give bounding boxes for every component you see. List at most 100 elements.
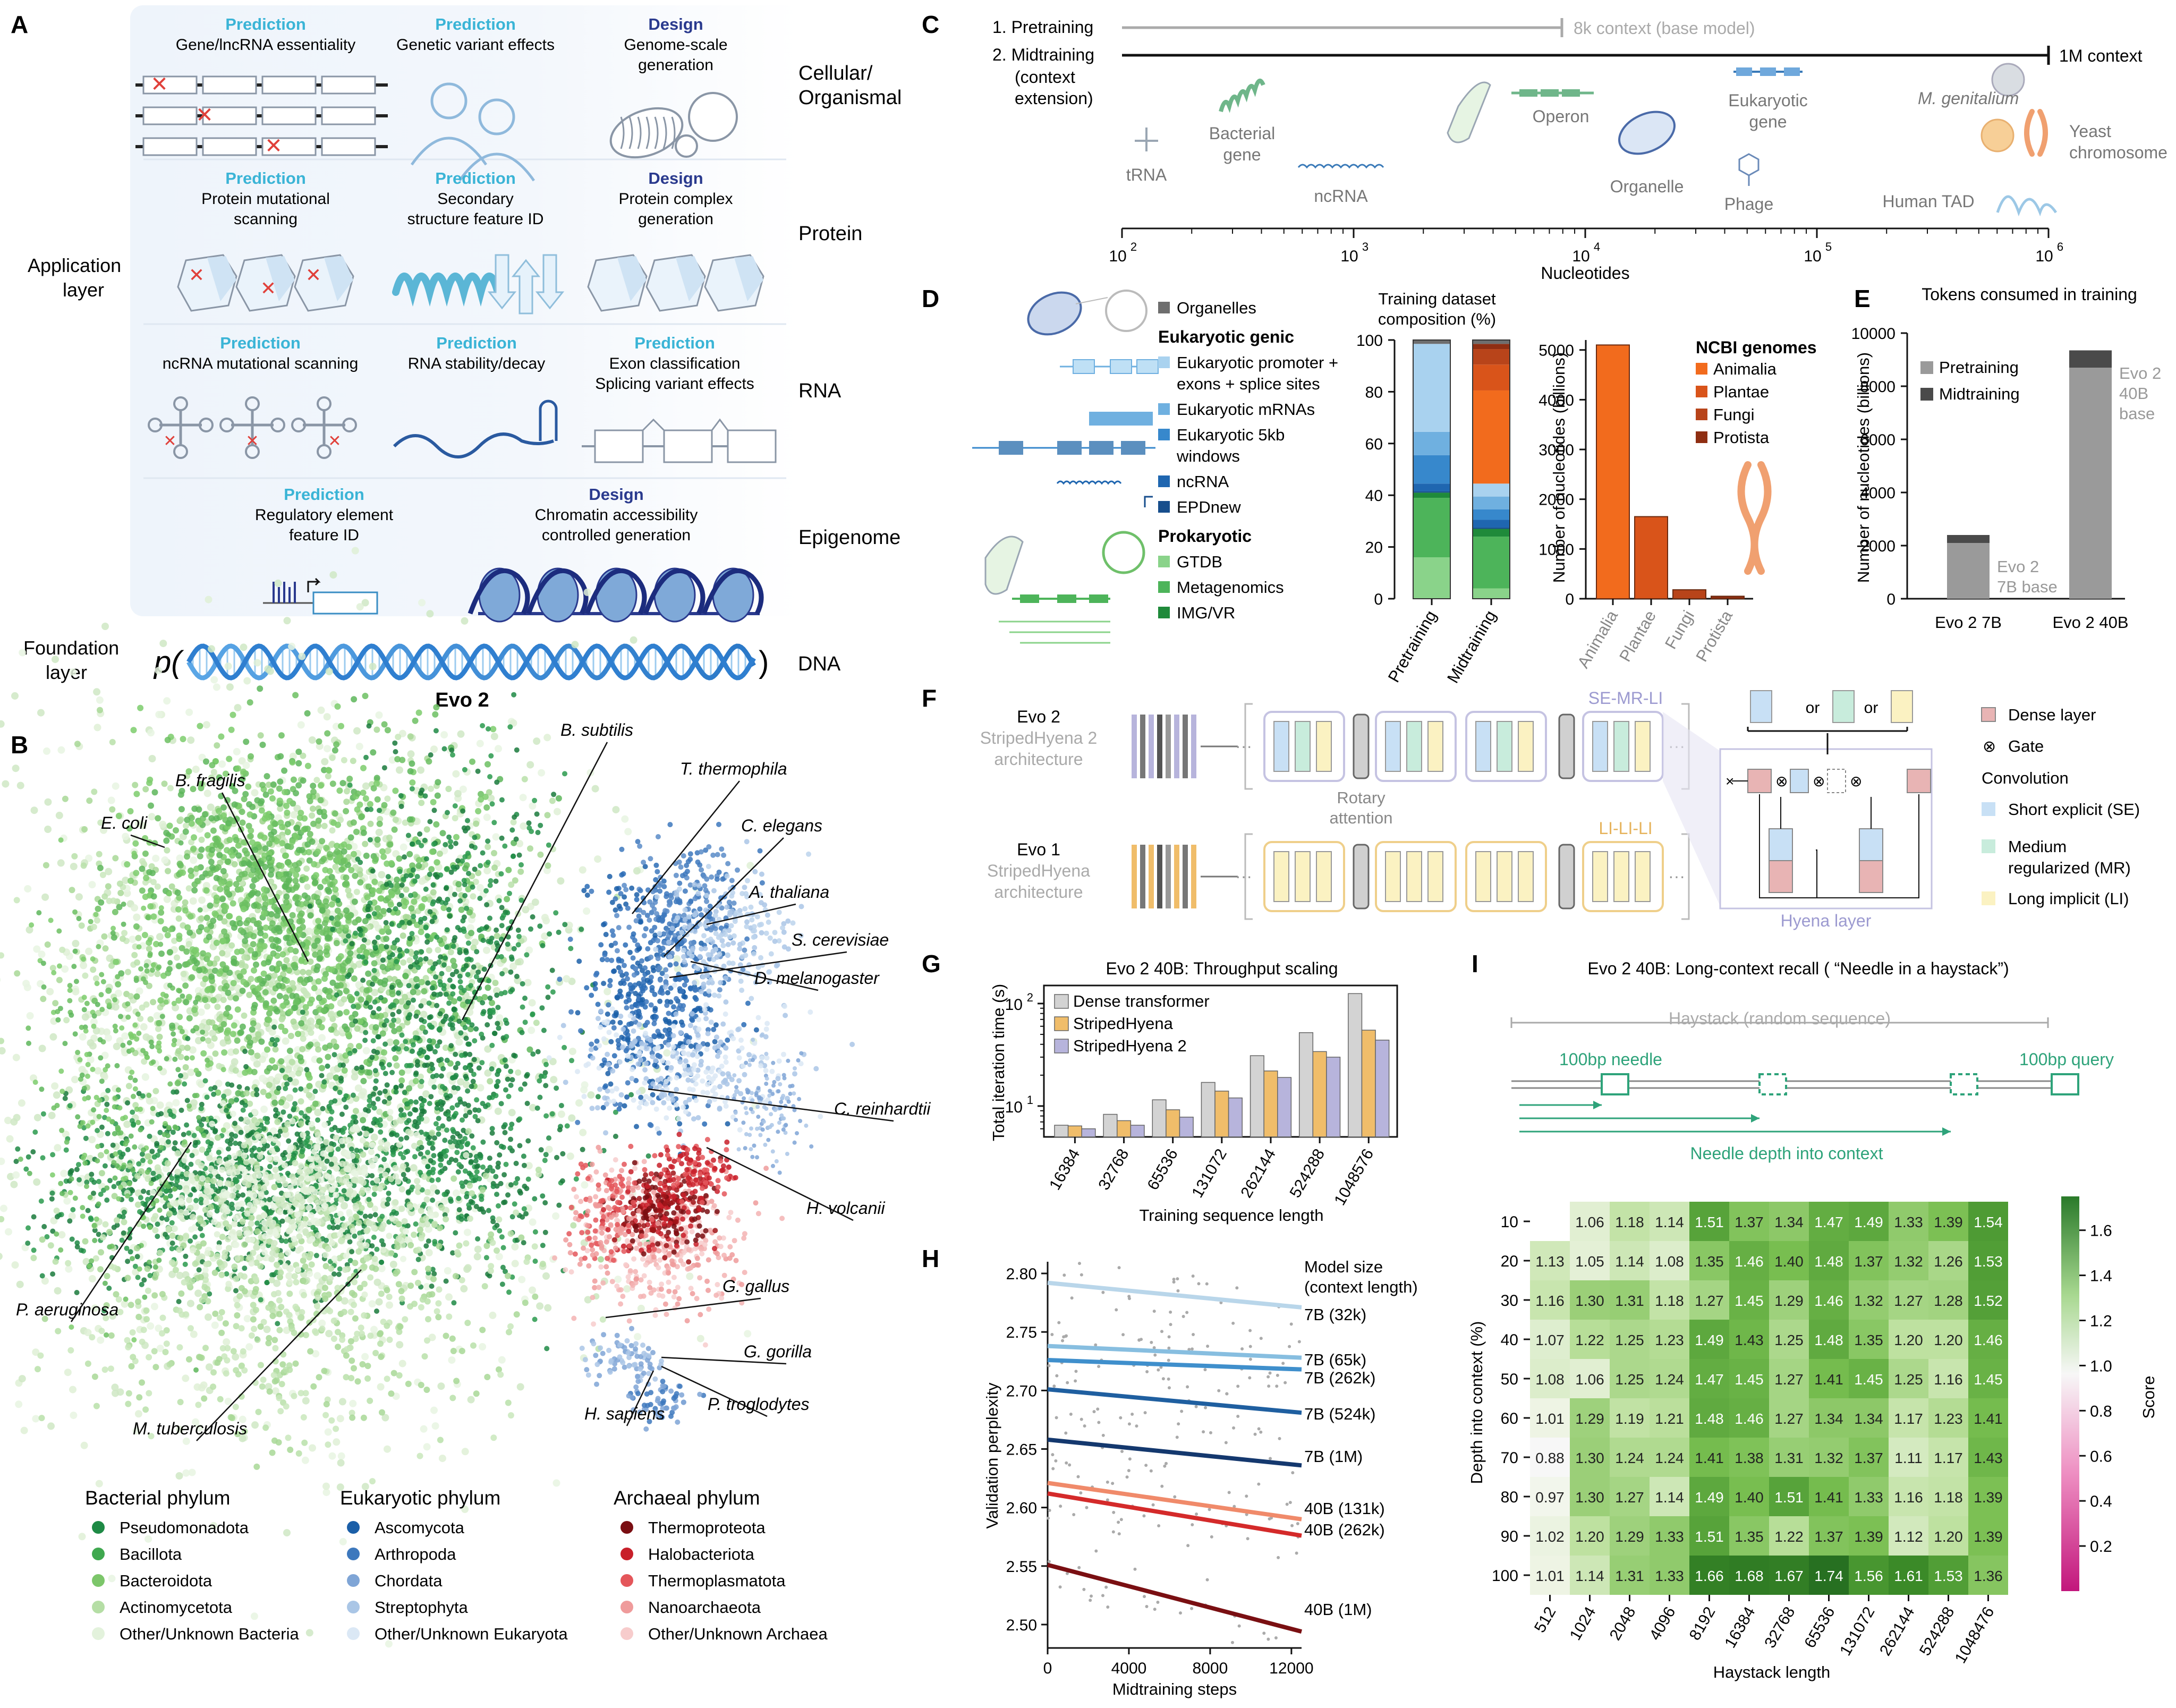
umap-point xyxy=(328,1026,335,1033)
app-item-label: structure feature ID xyxy=(407,210,544,228)
umap-point xyxy=(242,938,248,944)
umap-point xyxy=(353,931,358,936)
umap-point xyxy=(334,848,341,855)
app-item-label: Genome-scale xyxy=(624,36,727,54)
umap-point xyxy=(49,1033,57,1041)
umap-point xyxy=(463,1081,470,1089)
umap-point xyxy=(521,1153,526,1159)
umap-point xyxy=(357,879,363,886)
umap-point xyxy=(295,782,302,788)
umap-point xyxy=(463,1113,469,1118)
umap-point xyxy=(457,996,462,1001)
umap-point xyxy=(485,984,491,991)
foundation-layer-label-line2: layer xyxy=(46,661,87,683)
umap-point xyxy=(317,956,323,962)
umap-point xyxy=(430,985,435,991)
umap-point xyxy=(445,786,452,792)
umap-point xyxy=(327,851,333,857)
umap-point xyxy=(343,1009,350,1015)
umap-point xyxy=(244,1315,251,1322)
umap-point xyxy=(382,1023,387,1028)
umap-point xyxy=(282,1038,290,1045)
umap-point xyxy=(381,802,388,809)
umap-point xyxy=(86,797,92,804)
umap-point xyxy=(516,942,521,947)
umap-point xyxy=(63,1197,71,1205)
umap-point xyxy=(384,920,389,925)
umap-point xyxy=(198,915,205,922)
umap-point xyxy=(456,1162,462,1167)
umap-point xyxy=(511,1053,516,1058)
umap-point xyxy=(517,853,522,858)
umap-point xyxy=(91,1179,97,1185)
umap-point xyxy=(165,737,171,743)
umap-point xyxy=(565,1123,570,1128)
umap-point xyxy=(339,1398,346,1405)
umap-point xyxy=(284,617,291,624)
umap-point xyxy=(335,898,341,903)
umap-point xyxy=(142,1074,149,1081)
umap-point xyxy=(455,925,461,930)
umap-point xyxy=(374,775,380,781)
umap-point xyxy=(167,822,173,829)
umap-point xyxy=(517,869,524,875)
umap-point xyxy=(508,1069,513,1074)
umap-point xyxy=(128,993,134,999)
umap-point xyxy=(0,1205,7,1212)
umap-point xyxy=(530,1051,536,1057)
umap-point xyxy=(387,955,392,960)
umap-point xyxy=(697,1335,704,1342)
umap-point xyxy=(402,1090,407,1095)
umap-point xyxy=(346,933,351,939)
umap-point xyxy=(279,951,286,957)
umap-point xyxy=(546,843,551,848)
umap-point xyxy=(408,873,413,878)
umap-point xyxy=(343,938,348,944)
umap-point xyxy=(340,966,346,973)
umap-point xyxy=(462,882,468,887)
umap-point xyxy=(156,933,164,940)
umap-point xyxy=(109,739,116,745)
umap-point xyxy=(39,1199,44,1204)
umap-point xyxy=(211,1322,219,1329)
umap-point xyxy=(262,815,268,822)
umap-point xyxy=(233,748,241,755)
umap-point xyxy=(291,811,298,819)
umap-point xyxy=(220,1021,227,1027)
umap-point xyxy=(553,1480,560,1487)
umap-point xyxy=(495,1005,500,1010)
umap-point xyxy=(178,792,184,798)
umap-point xyxy=(373,727,380,733)
umap-point xyxy=(421,988,427,995)
umap-point xyxy=(147,729,155,736)
umap-point xyxy=(375,905,381,912)
umap-point xyxy=(451,944,456,949)
umap-point xyxy=(392,827,398,833)
umap-point xyxy=(464,957,470,962)
application-category-label: Protein xyxy=(798,223,862,245)
umap-point xyxy=(76,1177,82,1183)
umap-point xyxy=(458,907,465,913)
umap-point xyxy=(444,945,449,950)
umap-point xyxy=(504,1064,509,1069)
umap-point xyxy=(386,874,391,879)
umap-point xyxy=(505,867,512,873)
umap-point xyxy=(52,1000,58,1006)
umap-point xyxy=(182,1469,190,1477)
umap-point xyxy=(60,1170,67,1177)
umap-point xyxy=(449,870,454,875)
umap-point xyxy=(285,1066,292,1073)
umap-point xyxy=(390,810,396,816)
umap-point xyxy=(224,1030,230,1036)
umap-point xyxy=(372,999,378,1005)
umap-point xyxy=(232,801,238,808)
umap-point xyxy=(579,866,586,874)
umap-point xyxy=(155,1221,160,1227)
umap-point xyxy=(427,1015,432,1020)
umap-point xyxy=(426,1238,431,1244)
umap-point xyxy=(82,973,88,979)
umap-point xyxy=(407,768,414,775)
umap-point xyxy=(397,953,403,958)
umap-point xyxy=(330,780,336,787)
umap-point xyxy=(472,866,478,872)
